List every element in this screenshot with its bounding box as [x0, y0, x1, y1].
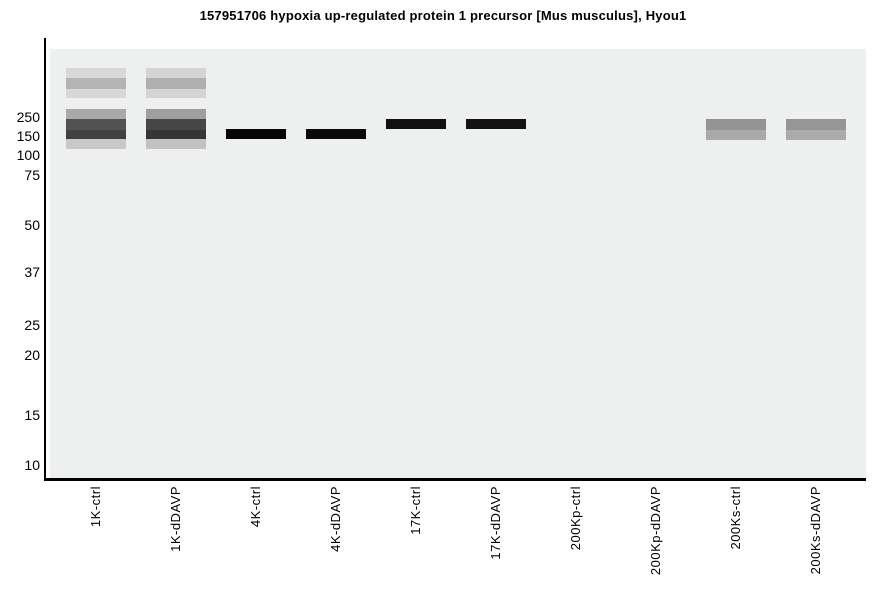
gel-band [386, 119, 446, 129]
gel-band [146, 78, 206, 89]
gel-band [706, 130, 766, 140]
lane-label: 200Ks-ctrl [728, 486, 743, 550]
gel-band [66, 89, 126, 98]
lane-label: 17K-dDAVP [488, 486, 503, 560]
y-tick-label: 20 [24, 347, 40, 363]
y-tick-label: 250 [16, 109, 40, 125]
y-tick-label: 37 [24, 264, 40, 280]
gel-band [66, 68, 126, 78]
gel-band [786, 130, 846, 140]
lane-label: 200Kp-dDAVP [648, 486, 663, 576]
gel-band [66, 109, 126, 119]
lane-label: 1K-dDAVP [168, 486, 183, 552]
x-axis-line [44, 478, 866, 481]
y-tick-label: 150 [16, 128, 40, 144]
lane-label: 1K-ctrl [88, 486, 103, 528]
figure-title: 157951706 hypoxia up-regulated protein 1… [199, 8, 687, 23]
gel-band [146, 130, 206, 139]
y-tick-label: 50 [24, 217, 40, 233]
gel-band [66, 119, 126, 130]
gel-band [466, 119, 526, 129]
gel-band [786, 119, 846, 130]
gel-band [146, 89, 206, 98]
gel-band [146, 139, 206, 149]
gel-band [306, 129, 366, 139]
gel-band [66, 139, 126, 149]
gel-band [226, 129, 286, 139]
gel-band [146, 119, 206, 130]
y-axis-line [44, 38, 46, 481]
lane-label: 4K-dDAVP [328, 486, 343, 552]
y-tick-label: 10 [24, 457, 40, 473]
gel-band [146, 109, 206, 119]
gel-band [146, 68, 206, 78]
y-tick-label: 100 [16, 147, 40, 163]
gel-band [66, 78, 126, 89]
lane-label: 17K-ctrl [408, 486, 423, 535]
y-tick-label: 15 [24, 407, 40, 423]
gel-band [66, 130, 126, 139]
lane-label: 4K-ctrl [248, 486, 263, 528]
lane-label: 200Ks-dDAVP [808, 486, 823, 575]
y-tick-label: 25 [24, 317, 40, 333]
y-tick-label: 75 [24, 167, 40, 183]
gel-band [706, 119, 766, 130]
lane-label: 200Kp-ctrl [568, 486, 583, 551]
